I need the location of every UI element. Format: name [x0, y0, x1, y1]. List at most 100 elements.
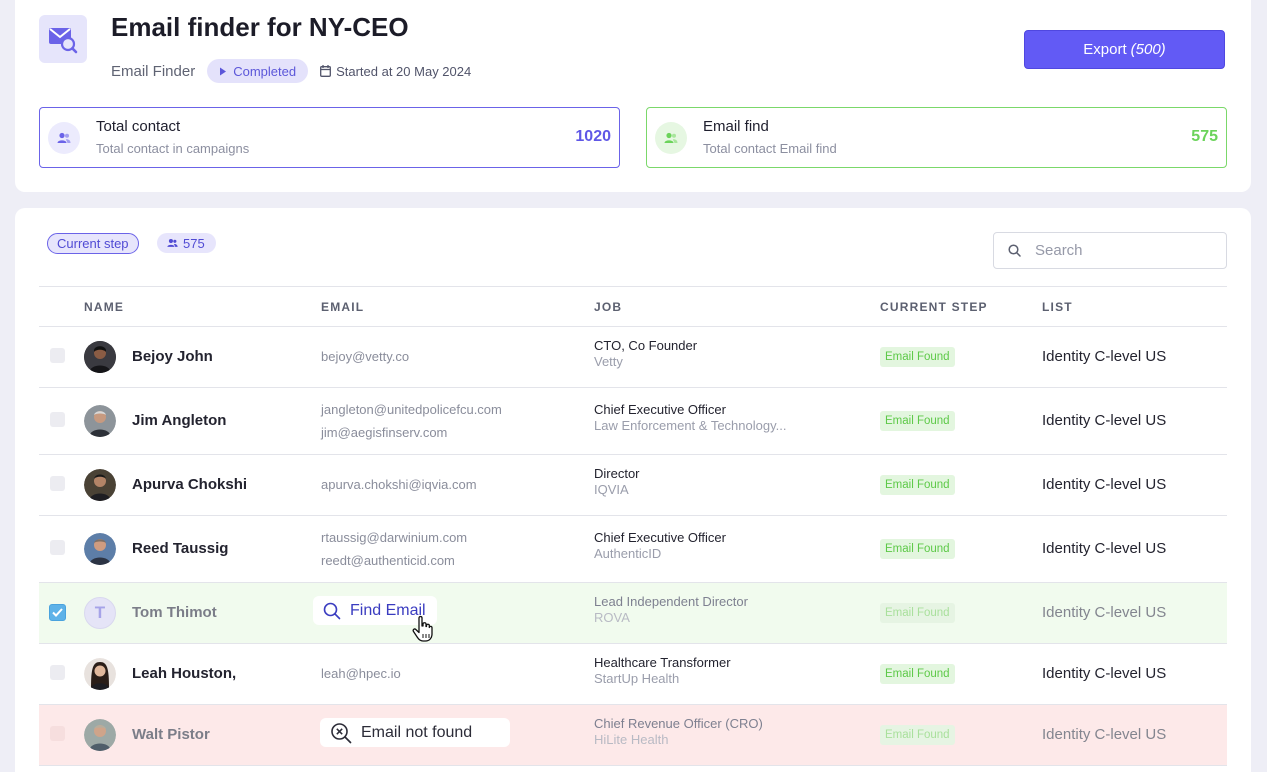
list-name[interactable]: Identity C-level US: [1042, 540, 1167, 557]
contact-name: Reed Taussig: [132, 540, 229, 557]
avatar-initial: T: [84, 597, 116, 629]
table-row-selected[interactable]: T Tom Thimot Find Email Lead Independent…: [39, 583, 1227, 644]
table-row[interactable]: Reed Taussig rtaussig@darwinium.com reed…: [39, 516, 1227, 583]
contact-name: Walt Pistor: [132, 726, 210, 743]
check-icon: [52, 608, 63, 617]
find-email-label: Find Email: [350, 601, 426, 619]
list-name[interactable]: Identity C-level US: [1042, 726, 1167, 743]
column-header-list[interactable]: LIST: [1042, 300, 1073, 314]
job-company: StartUp Health: [594, 671, 680, 686]
stat-subtitle: Total contact Email find: [703, 141, 837, 156]
play-icon: [220, 67, 227, 75]
contact-count-chip[interactable]: 575: [157, 233, 216, 253]
current-step-filter[interactable]: Current step: [47, 233, 139, 254]
row-checkbox[interactable]: [50, 540, 65, 555]
row-checkbox[interactable]: [50, 726, 65, 741]
column-header-email[interactable]: EMAIL: [321, 300, 365, 314]
list-name[interactable]: Identity C-level US: [1042, 604, 1167, 621]
job-company: AuthenticID: [594, 546, 662, 561]
mail-search-icon: [39, 15, 87, 63]
stat-total-contact: Total contact Total contact in campaigns…: [39, 107, 620, 168]
row-checkbox[interactable]: [50, 348, 65, 363]
step-badge: Email Found: [880, 411, 955, 431]
table-header: NAME EMAIL JOB CURRENT STEP LIST: [39, 286, 1227, 327]
avatar: [84, 719, 116, 751]
contact-name: Apurva Chokshi: [132, 476, 248, 493]
search-icon: [323, 602, 341, 619]
search-icon: [1008, 244, 1021, 257]
export-label: Export: [1083, 41, 1127, 58]
header-card: Email finder for NY-CEO Email Finder Com…: [15, 0, 1251, 192]
stat-title: Total contact: [96, 118, 181, 135]
avatar: [84, 533, 116, 565]
table-row-not-found[interactable]: Walt Pistor Email not found Chief Revenu…: [39, 705, 1227, 766]
finder-type: Email Finder: [111, 62, 196, 80]
step-badge: Email Found: [880, 725, 955, 745]
stat-value: 575: [1191, 128, 1218, 145]
list-name[interactable]: Identity C-level US: [1042, 665, 1167, 682]
job-title: Chief Executive Officer: [594, 402, 726, 417]
started-label: Started at 20 May 2024: [336, 63, 472, 79]
contact-email[interactable]: jangleton@unitedpolicefcu.com: [321, 402, 502, 417]
contact-email[interactable]: reedt@authenticid.com: [321, 553, 455, 568]
contact-name: Jim Angleton: [132, 412, 227, 429]
calendar-icon: [320, 65, 332, 77]
table-row[interactable]: Leah Houston, leah@hpec.io Healthcare Tr…: [39, 644, 1227, 705]
contact-name: Bejoy John: [132, 348, 213, 365]
column-header-name[interactable]: NAME: [84, 300, 125, 314]
email-not-found-label: Email not found: [361, 723, 473, 741]
contact-email[interactable]: bejoy@vetty.co: [321, 349, 410, 364]
contact-email[interactable]: jim@aegisfinserv.com: [321, 425, 448, 440]
table-row[interactable]: Bejoy John bejoy@vetty.co CTO, Co Founde…: [39, 327, 1227, 388]
avatar: [84, 469, 116, 501]
job-title: Director: [594, 466, 640, 481]
row-checkbox[interactable]: [50, 412, 65, 427]
email-not-found-indicator: Email not found: [320, 718, 510, 747]
contact-count: 575: [183, 235, 205, 251]
user-group-icon: [655, 122, 687, 154]
contact-name: Tom Thimot: [132, 604, 217, 621]
list-name[interactable]: Identity C-level US: [1042, 476, 1167, 493]
list-name[interactable]: Identity C-level US: [1042, 412, 1167, 429]
job-company: Vetty: [594, 354, 623, 369]
started-date: Started at 20 May 2024: [320, 64, 471, 79]
contact-name: Leah Houston,: [132, 665, 237, 682]
job-company: Law Enforcement & Technology...: [594, 418, 787, 433]
export-button[interactable]: Export (500): [1024, 30, 1225, 69]
search-input[interactable]: [1035, 242, 1205, 259]
contact-email[interactable]: leah@hpec.io: [321, 666, 401, 681]
step-badge: Email Found: [880, 539, 955, 559]
job-title: Healthcare Transformer: [594, 655, 731, 670]
column-header-job[interactable]: JOB: [594, 300, 623, 314]
find-email-button[interactable]: Find Email: [313, 596, 437, 625]
column-header-current-step[interactable]: CURRENT STEP: [880, 300, 988, 314]
stat-subtitle: Total contact in campaigns: [96, 141, 250, 156]
job-title: Chief Executive Officer: [594, 530, 726, 545]
user-group-icon: [167, 238, 178, 247]
job-company: IQVIA: [594, 482, 629, 497]
row-checkbox[interactable]: [50, 476, 65, 491]
page-title: Email finder for NY-CEO: [111, 12, 409, 42]
step-badge: Email Found: [880, 475, 955, 495]
contact-email[interactable]: apurva.chokshi@iqvia.com: [321, 477, 477, 492]
list-name[interactable]: Identity C-level US: [1042, 348, 1167, 365]
job-title: Lead Independent Director: [594, 594, 748, 609]
contact-email[interactable]: rtaussig@darwinium.com: [321, 530, 468, 545]
step-badge: Email Found: [880, 347, 955, 367]
step-badge: Email Found: [880, 603, 955, 623]
export-count: (500): [1130, 41, 1166, 58]
row-checkbox[interactable]: [50, 665, 65, 680]
search-box[interactable]: [993, 232, 1227, 269]
job-title: Chief Revenue Officer (CRO): [594, 716, 763, 731]
avatar: [84, 341, 116, 373]
avatar: [84, 658, 116, 690]
job-company: ROVA: [594, 610, 630, 625]
step-badge: Email Found: [880, 664, 955, 684]
table-row[interactable]: Apurva Chokshi apurva.chokshi@iqvia.com …: [39, 455, 1227, 516]
search-x-icon: [331, 722, 352, 743]
table-row[interactable]: Jim Angleton jangleton@unitedpolicefcu.c…: [39, 388, 1227, 455]
stat-email-find: Email find Total contact Email find 575: [646, 107, 1227, 168]
status-label: Completed: [233, 63, 297, 79]
status-badge: Completed: [207, 59, 309, 83]
row-checkbox-checked[interactable]: [49, 604, 66, 621]
